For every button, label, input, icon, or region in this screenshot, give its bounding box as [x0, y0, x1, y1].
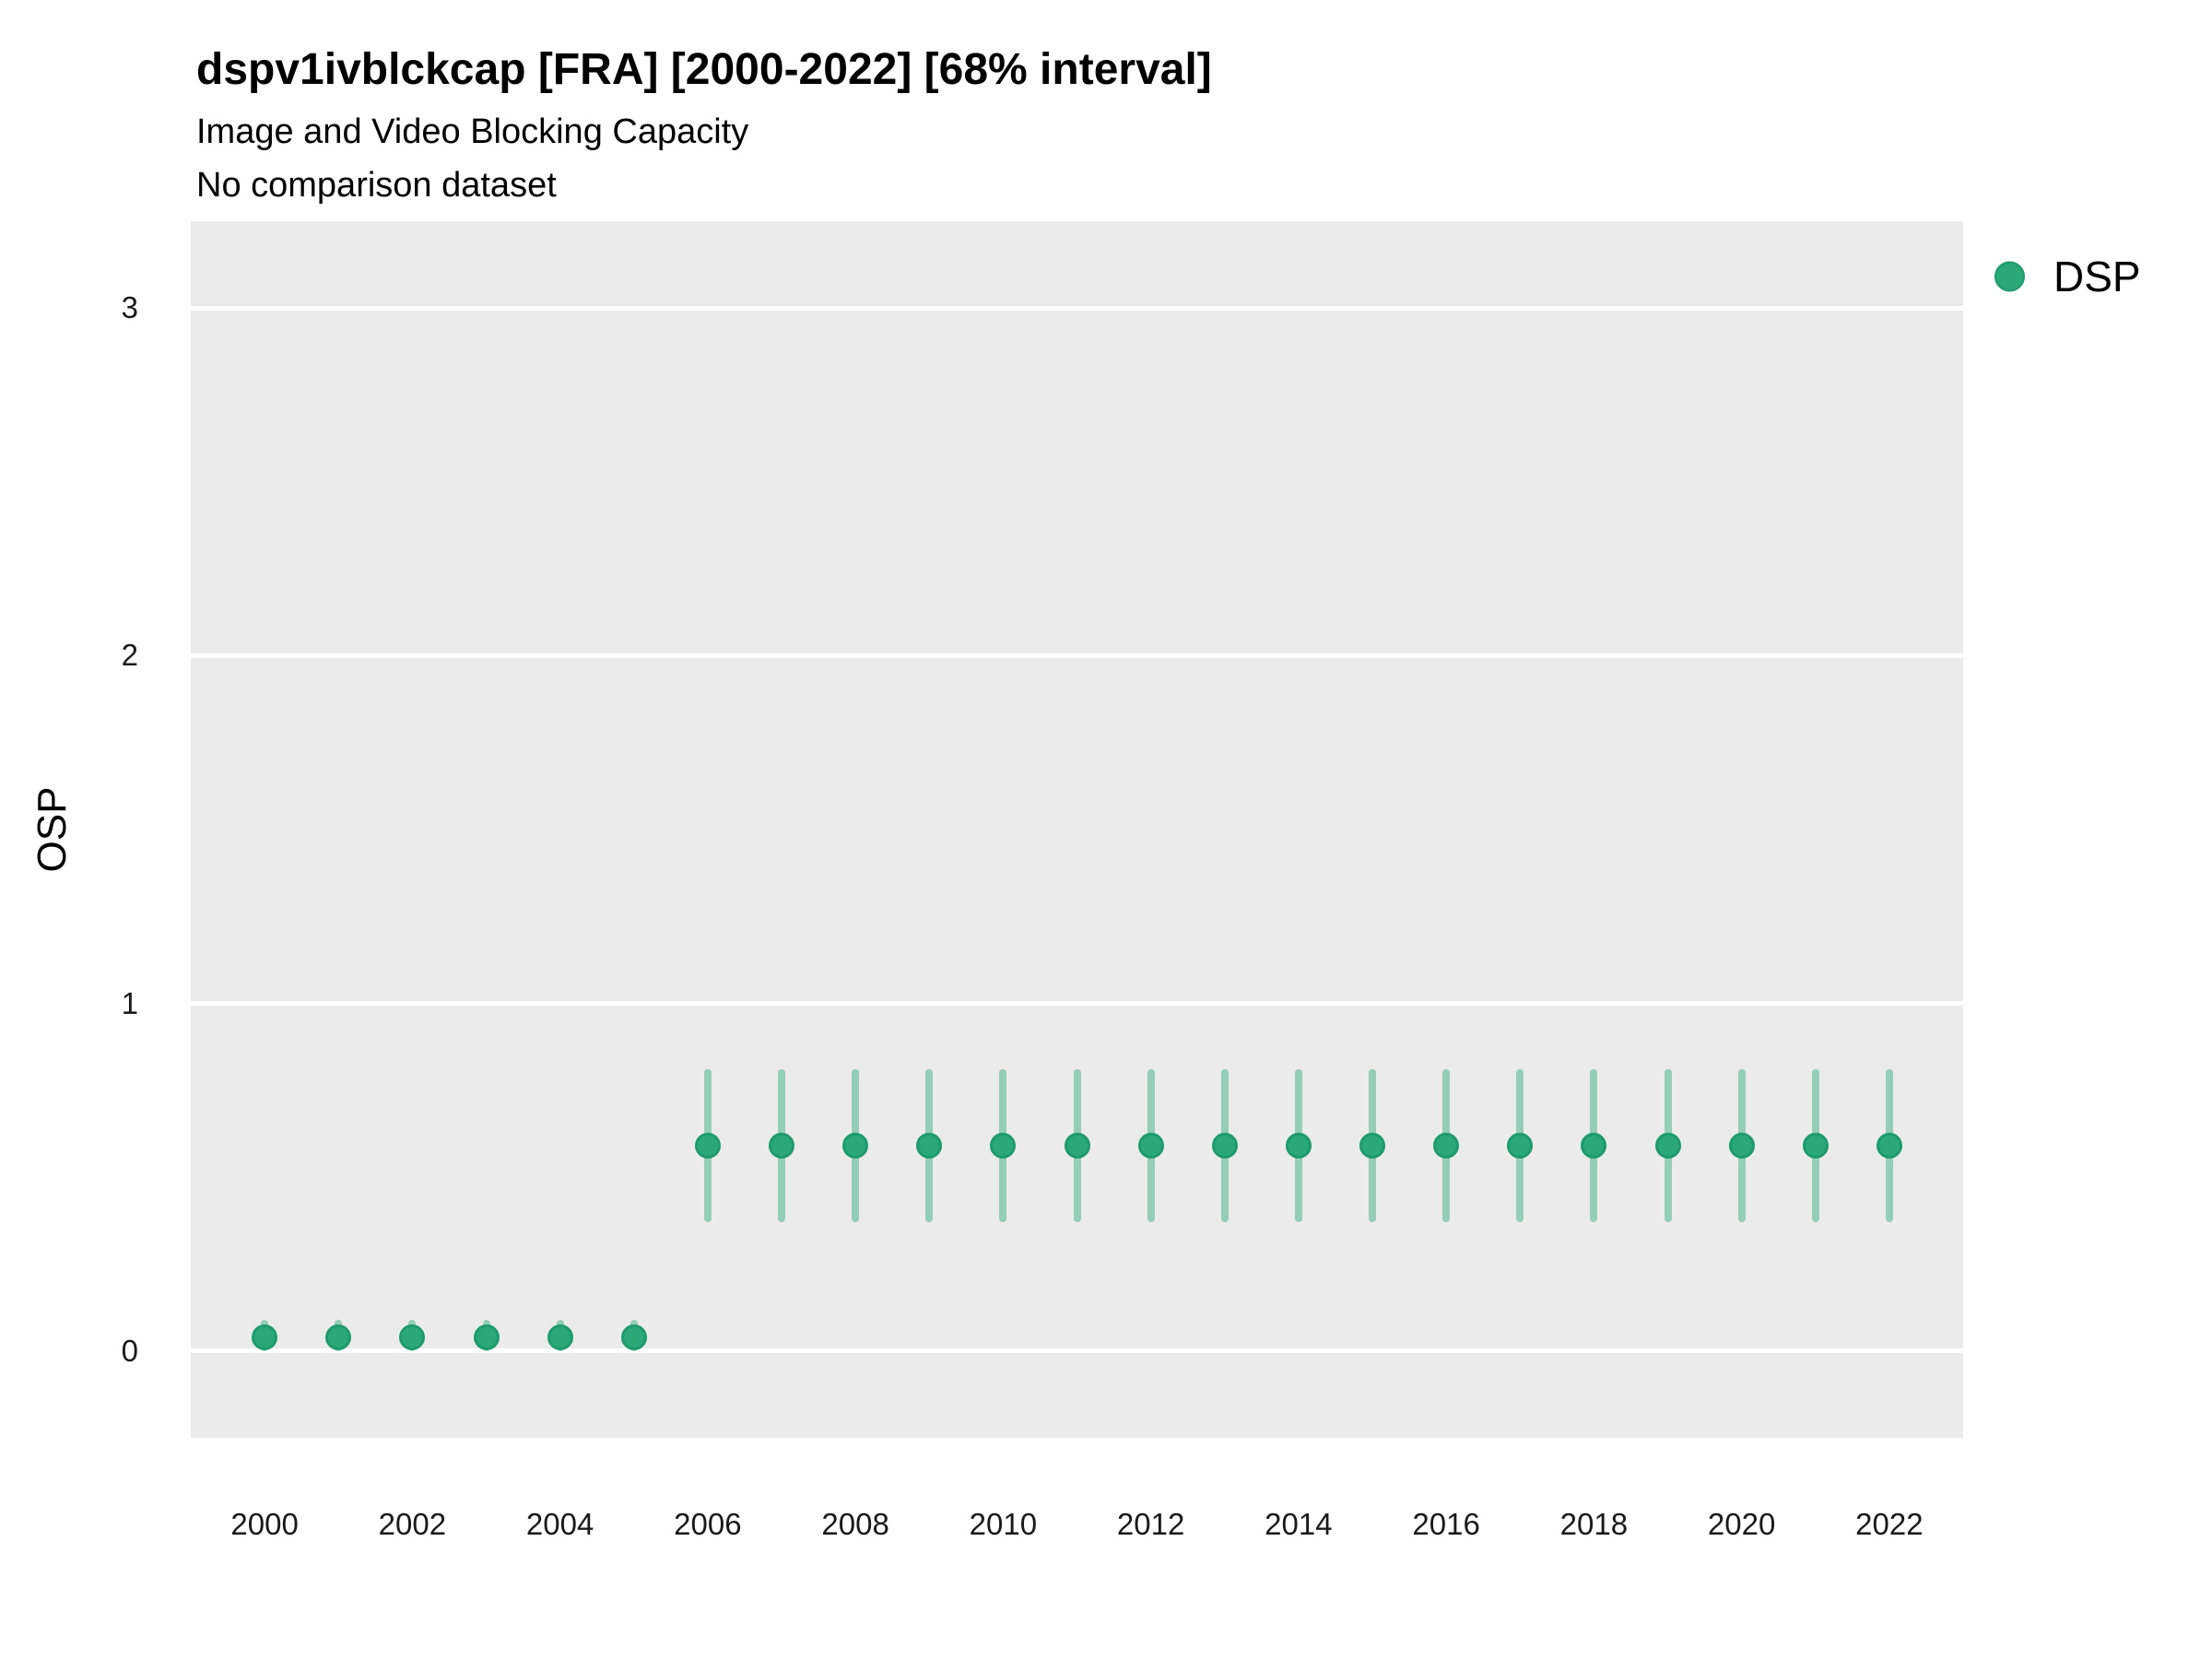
data-point-2006 [694, 1133, 721, 1159]
data-point-2010 [990, 1133, 1017, 1159]
data-point-2013 [1211, 1133, 1238, 1159]
gridline-y-0 [191, 1348, 1963, 1354]
data-point-2008 [842, 1133, 869, 1159]
gridline-y-1 [191, 1001, 1963, 1006]
x-tick-label-2000: 2000 [230, 1507, 299, 1541]
x-tick-label-2022: 2022 [1855, 1507, 1924, 1541]
y-tick-label-0: 0 [121, 1333, 138, 1368]
legend-label: DSP [2053, 253, 2141, 300]
comparison-note: No comparison dataset [196, 166, 557, 205]
x-tick-label-2002: 2002 [378, 1507, 447, 1541]
x-tick-label-2014: 2014 [1265, 1507, 1333, 1541]
data-point-2001 [325, 1324, 352, 1350]
data-point-2021 [1802, 1133, 1829, 1159]
x-tick-label-2010: 2010 [969, 1507, 1038, 1541]
x-tick-label-2006: 2006 [674, 1507, 742, 1541]
y-axis-title: OSP [29, 786, 75, 873]
data-point-2003 [473, 1324, 500, 1350]
legend-point-icon [1994, 261, 2025, 292]
data-point-2012 [1137, 1133, 1164, 1159]
y-tick-label-1: 1 [121, 985, 138, 1020]
x-tick-label-2008: 2008 [821, 1507, 889, 1541]
data-point-2007 [769, 1133, 794, 1159]
data-point-2014 [1285, 1133, 1312, 1159]
y-tick-label-2: 2 [121, 638, 138, 673]
data-point-2016 [1433, 1133, 1460, 1159]
x-tick-label-2020: 2020 [1707, 1507, 1776, 1541]
data-point-2015 [1359, 1133, 1385, 1159]
x-tick-label-2004: 2004 [525, 1507, 594, 1541]
data-point-2018 [1581, 1133, 1607, 1159]
data-point-2011 [1064, 1133, 1090, 1159]
data-point-2004 [547, 1324, 573, 1350]
legend-item-dsp: DSP [1985, 247, 2212, 306]
data-point-2020 [1728, 1133, 1755, 1159]
plot-panel [191, 221, 1963, 1438]
y-tick-label-3: 3 [121, 290, 138, 325]
data-point-2022 [1876, 1133, 1902, 1159]
gridline-y-3 [191, 305, 1963, 311]
x-tick-label-2018: 2018 [1559, 1507, 1629, 1541]
data-point-2017 [1507, 1133, 1534, 1159]
chart-subtitle: Image and Video Blocking Capacity [196, 112, 749, 151]
data-point-2002 [399, 1324, 426, 1350]
data-point-2009 [916, 1133, 943, 1159]
data-point-2019 [1654, 1133, 1681, 1159]
x-tick-label-2016: 2016 [1412, 1507, 1480, 1541]
data-point-2000 [252, 1324, 278, 1350]
gridline-y-2 [191, 653, 1963, 658]
legend: DSP [1985, 247, 2212, 306]
chart-title: dspv1ivblckcap [FRA] [2000-2022] [68% in… [196, 45, 1212, 94]
x-tick-label-2012: 2012 [1116, 1507, 1185, 1541]
data-point-2005 [620, 1324, 647, 1350]
